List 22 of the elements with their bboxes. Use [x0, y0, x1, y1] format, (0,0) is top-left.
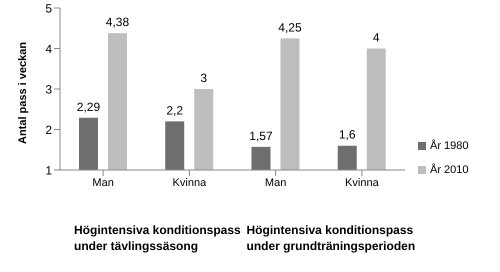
legend-label: År 1980	[430, 140, 469, 152]
y-tick-label: 3	[45, 82, 52, 96]
y-tick-label: 5	[45, 1, 52, 16]
legend-label: År 2010	[430, 164, 469, 176]
text: Högintensiva konditionspass under tävlingssäsong	[74, 223, 241, 253]
y-tick-label: 2	[45, 122, 52, 137]
data-label: 1,57	[249, 128, 273, 143]
data-label: 2,2	[166, 103, 184, 118]
x-tick-label: Kvinna	[172, 176, 208, 189]
text: Högintensiva konditionspass under grundträningsperioden	[246, 222, 416, 254]
data-label: 4,38	[106, 15, 130, 30]
x-tick-label: Man	[264, 176, 286, 189]
data-label: 2,29	[76, 100, 100, 114]
x-tick-label: Kvinna	[345, 176, 380, 189]
data-label: 4	[372, 30, 380, 44]
y-tick-label: 1	[45, 163, 52, 178]
data-label: 3	[200, 71, 208, 85]
x-tick-label: Man	[92, 176, 114, 189]
y-axis-title: Antal pass i veckan	[16, 42, 29, 144]
y-tick-label: 4	[45, 42, 52, 56]
data-label: 4,25	[278, 20, 302, 34]
data-label: 1,6	[338, 128, 356, 142]
